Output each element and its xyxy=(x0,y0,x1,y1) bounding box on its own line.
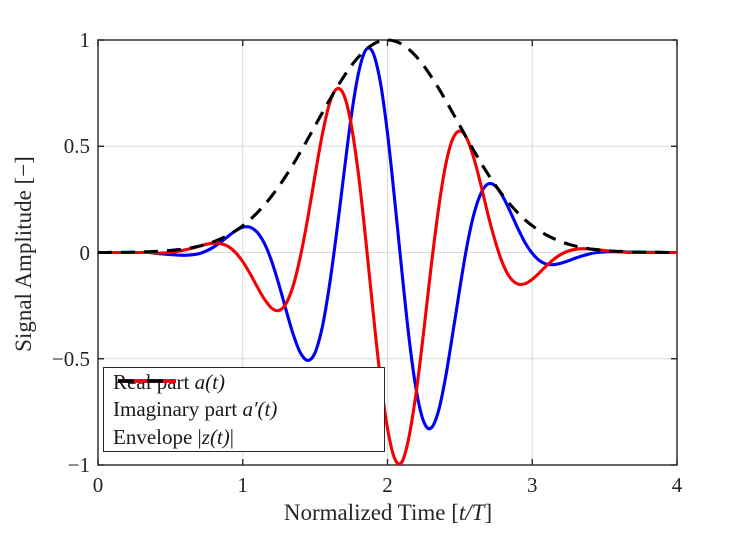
y-tick-label: −1 xyxy=(67,453,90,477)
x-tick-label: 0 xyxy=(92,473,104,497)
y-tick-label: −0.5 xyxy=(51,346,90,371)
series-real xyxy=(98,46,677,431)
legend-label-imaginary: Imaginary part a′(t) xyxy=(113,397,278,421)
legend: Real part a(t) Imaginary part a′(t) Enve… xyxy=(103,367,385,452)
x-axis-label-text: Normalized Time [ xyxy=(283,500,459,525)
y-tick-label: 0 xyxy=(79,240,91,265)
legend-line-envelope-icon xyxy=(118,379,176,383)
legend-label-envelope: Envelope |z(t)| xyxy=(113,424,234,449)
x-axis-label: Normalized Time [t/T] xyxy=(188,500,588,526)
x-tick-label: 2 xyxy=(382,473,393,497)
x-tick-label: 4 xyxy=(671,473,683,497)
x-tick-label: 1 xyxy=(237,473,249,497)
legend-item-envelope: Envelope |z(t)| xyxy=(104,379,384,451)
series-envelope xyxy=(98,38,677,255)
y-tick-label: 1 xyxy=(79,28,91,52)
x-tick-label: 3 xyxy=(527,473,538,497)
legend-item-imaginary: Imaginary part a′(t) xyxy=(104,379,384,423)
x-axis-label-close: ] xyxy=(484,500,493,525)
x-axis-label-math: t/T xyxy=(458,500,485,525)
y-tick-label: 0.5 xyxy=(63,134,90,159)
